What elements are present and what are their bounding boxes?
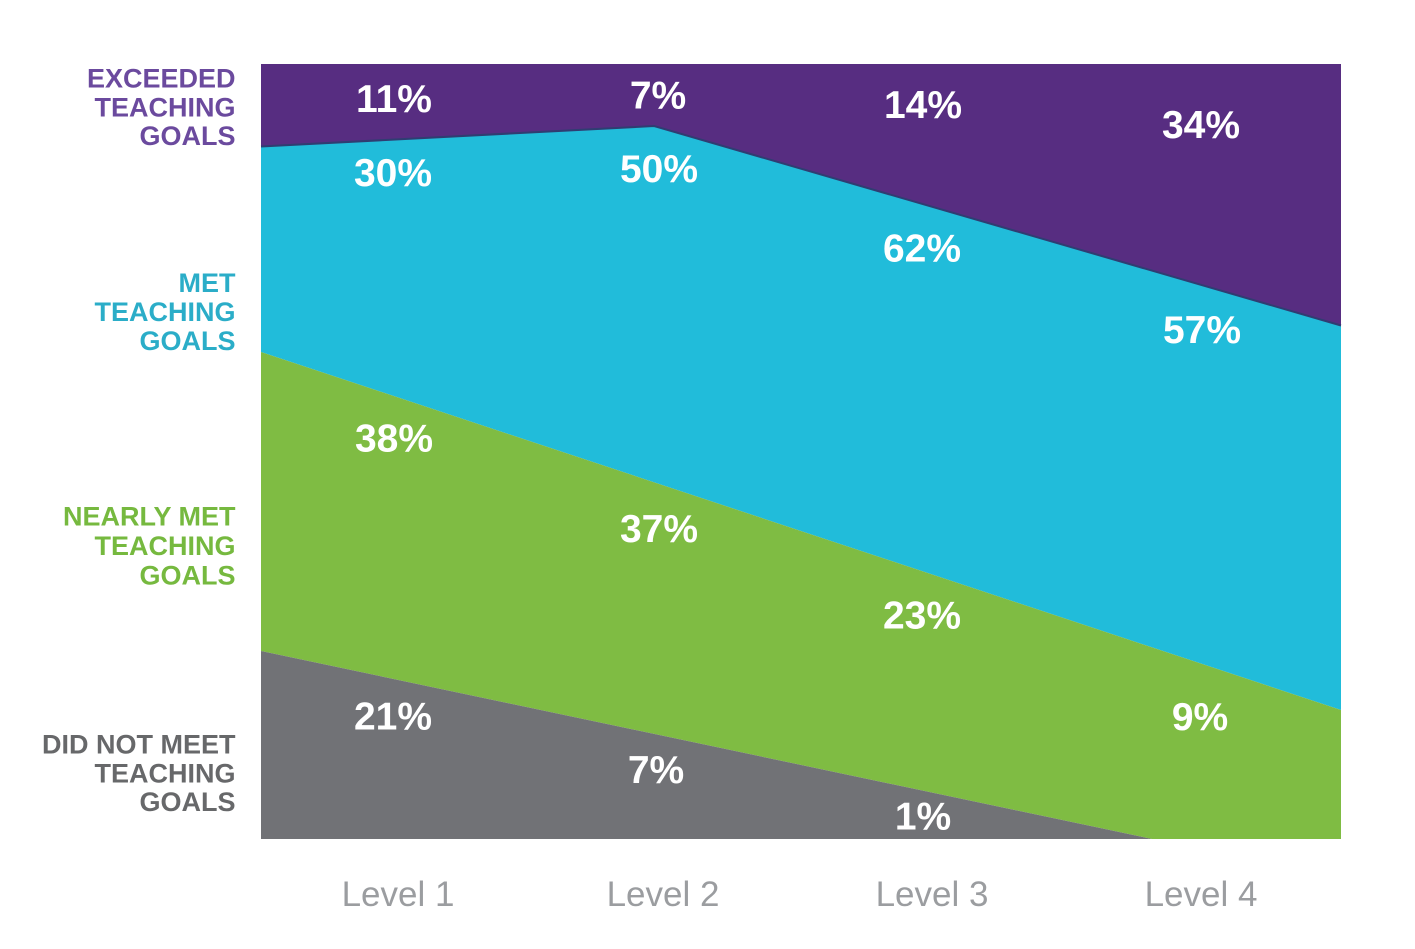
svg-text:11%: 11% <box>356 78 432 121</box>
svg-text:TEACHING: TEACHING <box>95 758 236 788</box>
svg-text:57%: 57% <box>1163 309 1241 352</box>
svg-text:TEACHING: TEACHING <box>95 297 236 327</box>
svg-text:50%: 50% <box>620 148 698 191</box>
svg-text:37%: 37% <box>620 508 698 551</box>
svg-text:Level 2: Level 2 <box>607 875 720 914</box>
svg-text:Level 4: Level 4 <box>1145 875 1258 914</box>
svg-text:TEACHING: TEACHING <box>95 531 236 561</box>
svg-text:14%: 14% <box>884 84 962 127</box>
svg-text:62%: 62% <box>883 227 961 270</box>
svg-text:38%: 38% <box>355 417 433 460</box>
svg-text:9%: 9% <box>1172 696 1228 739</box>
svg-text:21%: 21% <box>354 695 432 738</box>
svg-text:MET: MET <box>179 268 237 298</box>
svg-text:Level 3: Level 3 <box>876 875 989 914</box>
svg-text:30%: 30% <box>354 152 432 195</box>
svg-text:DID NOT MEET: DID NOT MEET <box>42 730 236 760</box>
svg-text:GOALS: GOALS <box>139 121 235 151</box>
svg-text:23%: 23% <box>883 594 961 637</box>
svg-text:EXCEEDED: EXCEEDED <box>87 64 236 94</box>
svg-text:Level 1: Level 1 <box>342 875 455 914</box>
svg-text:NEARLY MET: NEARLY MET <box>63 502 236 532</box>
svg-text:TEACHING: TEACHING <box>95 92 236 122</box>
svg-text:1%: 1% <box>895 795 951 838</box>
svg-text:GOALS: GOALS <box>139 326 235 356</box>
svg-text:GOALS: GOALS <box>139 561 235 591</box>
svg-text:34%: 34% <box>1162 104 1240 147</box>
svg-text:GOALS: GOALS <box>139 787 235 817</box>
svg-text:7%: 7% <box>628 749 684 792</box>
svg-text:7%: 7% <box>630 74 686 117</box>
